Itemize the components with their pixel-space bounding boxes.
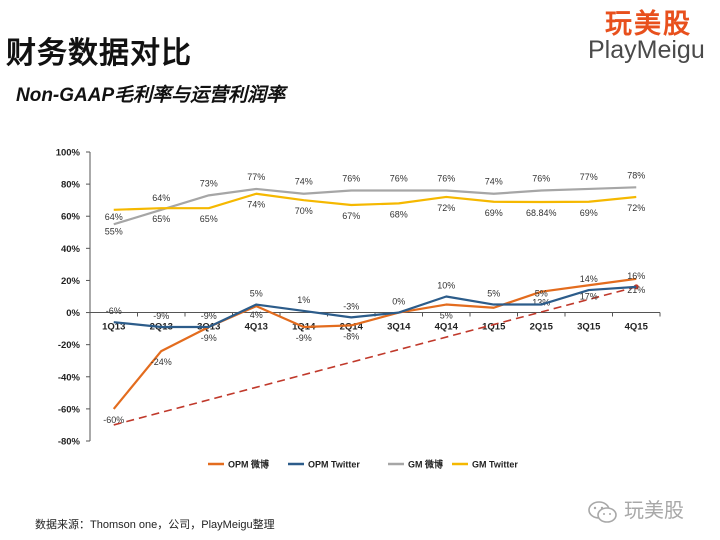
data-label: -24%	[151, 357, 172, 367]
data-label: 72%	[627, 203, 645, 213]
series-line-0	[112, 277, 637, 410]
x-tick-label: 4Q14	[435, 322, 459, 333]
data-label: -6%	[106, 306, 122, 316]
data-label: 21%	[627, 285, 645, 295]
data-label: 5%	[440, 311, 453, 321]
data-label: 68.84%	[526, 208, 557, 218]
data-label: -9%	[201, 311, 217, 321]
trend-line	[113, 286, 637, 426]
page-subtitle: Non-GAAP毛利率与运营利润率	[16, 85, 286, 106]
x-tick-label: 2Q15	[530, 322, 554, 333]
data-label: 74%	[247, 200, 265, 210]
data-label: 1%	[297, 295, 310, 305]
data-label: 10%	[437, 281, 455, 291]
data-label: -9%	[201, 333, 217, 343]
data-label: 5%	[250, 289, 263, 299]
data-label: 14%	[580, 274, 598, 284]
x-tick-label: 3Q14	[387, 322, 411, 333]
logo-en: PlayMeigu	[588, 36, 705, 64]
data-label: 69%	[485, 208, 503, 218]
series-line-1	[113, 285, 637, 329]
data-label: 76%	[532, 174, 550, 184]
wechat-watermark: 玩美股	[588, 494, 684, 523]
data-label: 13%	[532, 298, 550, 308]
data-label: 5%	[535, 289, 548, 299]
x-tick-label: 1Q13	[102, 322, 125, 333]
data-label: 77%	[247, 172, 265, 182]
wechat-icon	[588, 500, 617, 523]
data-label: 67%	[342, 211, 360, 221]
data-label: 69%	[580, 208, 598, 218]
data-label: 77%	[580, 172, 598, 182]
data-label: -9%	[296, 333, 312, 343]
data-label: 70%	[295, 206, 313, 216]
x-tick-label: 1Q15	[482, 322, 506, 333]
data-label: 16%	[627, 271, 645, 281]
y-tick-label: 0%	[66, 308, 80, 319]
data-label: 5%	[487, 289, 500, 299]
x-tick-label: 2Q14	[340, 322, 364, 333]
data-label: 64%	[105, 212, 123, 222]
data-label: 76%	[390, 174, 408, 184]
y-tick-label: -80%	[58, 437, 81, 448]
data-label: -8%	[343, 331, 359, 341]
legend-label: OPM Twitter	[308, 460, 360, 470]
data-label: 65%	[152, 214, 170, 224]
page-title: 财务数据对比	[6, 37, 192, 70]
data-label: 17%	[580, 291, 598, 301]
data-label: 4%	[250, 310, 263, 320]
y-tick-label: 40%	[61, 244, 81, 255]
data-label: 76%	[342, 174, 360, 184]
data-label: 73%	[200, 178, 218, 188]
x-tick-label: 3Q15	[577, 322, 601, 333]
legend-label: OPM 微博	[228, 459, 269, 470]
data-label: -60%	[103, 415, 124, 425]
data-label: 55%	[105, 226, 123, 236]
data-label: 78%	[627, 170, 645, 180]
data-label: 74%	[295, 177, 313, 187]
series-line-3	[113, 192, 637, 211]
logo-cn: 玩美股	[605, 9, 692, 39]
y-tick-label: 60%	[61, 212, 81, 223]
x-tick-label: 4Q13	[245, 322, 268, 333]
y-tick-label: 20%	[61, 276, 81, 287]
wechat-label: 玩美股	[624, 500, 684, 522]
data-label: 64%	[152, 193, 170, 203]
data-label: -9%	[153, 311, 169, 321]
data-label: 65%	[200, 214, 218, 224]
x-tick-label: 4Q15	[625, 322, 649, 333]
data-label: 68%	[390, 209, 408, 219]
legend-label: GM 微博	[408, 459, 443, 470]
y-tick-label: 80%	[61, 180, 81, 191]
series-line-2	[113, 186, 637, 226]
data-label: 74%	[485, 177, 503, 187]
legend-label: GM Twitter	[472, 460, 518, 470]
data-label: 72%	[437, 203, 455, 213]
y-tick-label: 100%	[56, 148, 81, 159]
data-label: -3%	[343, 301, 359, 311]
data-label: 76%	[437, 174, 455, 184]
y-tick-label: -40%	[58, 372, 81, 383]
data-label: 0%	[392, 297, 405, 307]
data-source-note: 数据来源：Thomson one，公司，PlayMeigu整理	[35, 519, 275, 531]
y-tick-label: -60%	[58, 404, 81, 415]
y-tick-label: -20%	[58, 340, 81, 351]
